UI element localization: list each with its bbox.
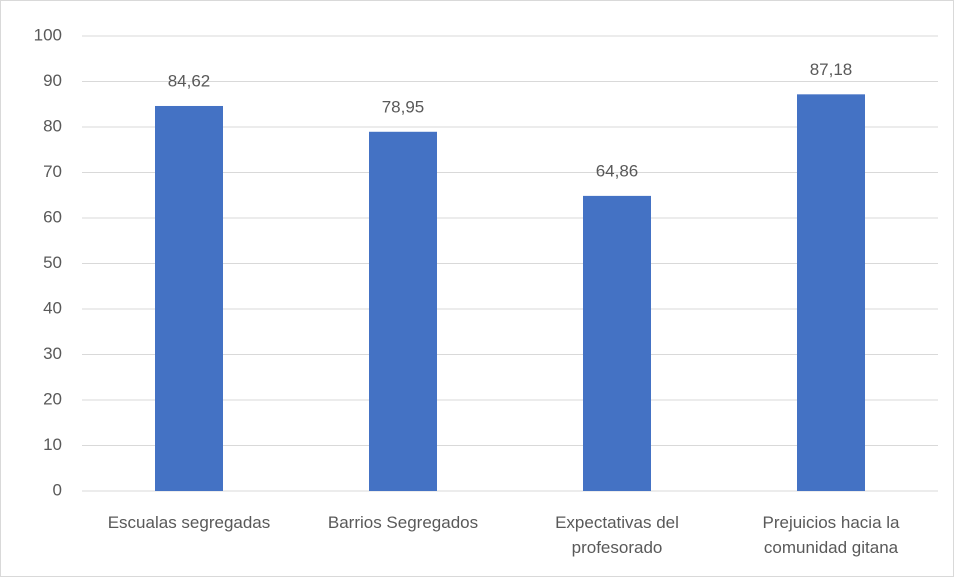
y-tick-label: 40 [43, 298, 62, 317]
bar [155, 105, 223, 491]
y-tick-label: 20 [43, 389, 62, 408]
x-tick-label: Escualas segregadas [107, 513, 271, 532]
data-label: 64,86 [596, 161, 639, 180]
data-label: 87,18 [810, 60, 853, 79]
bar [369, 131, 437, 491]
x-tick-label: Barrios Segregados [327, 513, 479, 532]
x-tick-label: Expectativas del profesorado [555, 513, 679, 557]
y-tick-label: 60 [43, 207, 62, 226]
y-tick-label: 50 [43, 253, 62, 272]
data-label: 84,62 [168, 71, 211, 90]
y-tick-label: 0 [53, 480, 62, 499]
y-tick-label: 90 [43, 71, 62, 90]
y-tick-label: 10 [43, 435, 62, 454]
x-tick-label: Prejuicios hacia la comunidad gitana [762, 513, 900, 557]
bar [583, 195, 651, 491]
data-label: 78,95 [382, 97, 425, 116]
y-tick-label: 70 [43, 162, 62, 181]
y-tick-label: 80 [43, 116, 62, 135]
bar [797, 94, 865, 492]
y-tick-label: 100 [34, 25, 62, 44]
y-tick-label: 30 [43, 344, 62, 363]
